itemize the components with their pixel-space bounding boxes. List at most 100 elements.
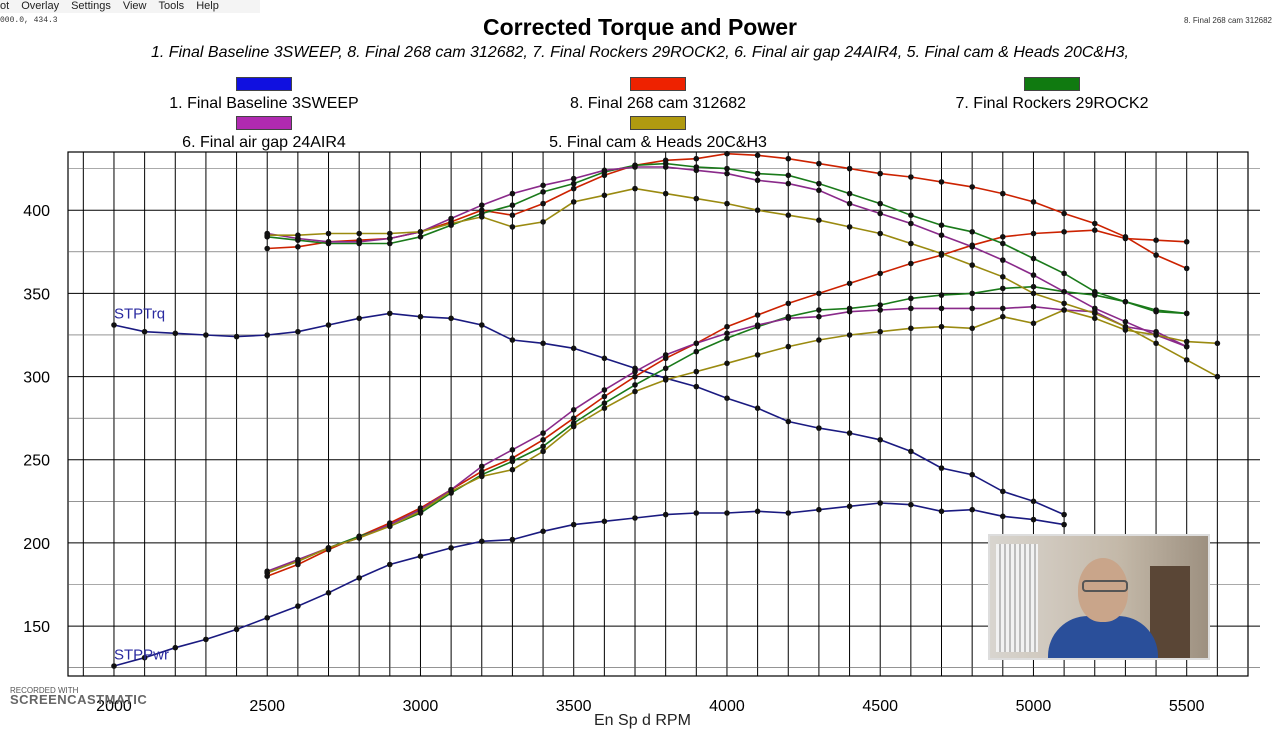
- data-point: [1153, 332, 1159, 338]
- data-point: [1183, 265, 1190, 272]
- series-line-power: [113, 502, 1065, 667]
- series-annotation: STPTrq: [114, 305, 165, 322]
- legend-swatch: [236, 77, 292, 91]
- menu-item-help[interactable]: Help: [196, 0, 219, 12]
- data-point: [908, 174, 914, 180]
- data-point: [601, 400, 608, 407]
- data-point: [448, 488, 454, 495]
- data-point: [479, 210, 485, 217]
- menu-item-settings[interactable]: Settings: [71, 0, 111, 12]
- data-point: [417, 510, 424, 516]
- data-point: [233, 626, 240, 633]
- data-point: [938, 305, 945, 312]
- data-point: [479, 473, 485, 480]
- data-point: [295, 244, 301, 250]
- legend-item-rockers[interactable]: 7. Final Rockers 29ROCK2: [940, 77, 1164, 113]
- data-point: [938, 465, 945, 471]
- data-point: [1061, 270, 1067, 277]
- menu-item-overlay[interactable]: Overlay: [21, 0, 60, 12]
- watermark-suffix: MATIC: [104, 692, 148, 707]
- data-point: [1092, 308, 1098, 315]
- y-tick-label: 350: [23, 286, 50, 303]
- data-point: [754, 170, 761, 177]
- data-point: [1030, 290, 1037, 297]
- data-point: [479, 322, 485, 328]
- data-point: [754, 405, 761, 412]
- data-point: [1061, 307, 1067, 313]
- data-point: [479, 463, 485, 470]
- data-point: [969, 506, 975, 513]
- data-point: [1000, 240, 1006, 247]
- data-point: [1122, 234, 1129, 240]
- data-point: [1183, 310, 1190, 317]
- data-point: [754, 352, 761, 358]
- series-line-torque: [267, 162, 1187, 315]
- data-point: [785, 155, 792, 162]
- data-point: [540, 189, 546, 195]
- data-point: [938, 323, 945, 330]
- data-point: [662, 352, 669, 358]
- menu-item-plot[interactable]: ot: [0, 0, 10, 12]
- menu-item-tools[interactable]: Tools: [158, 0, 185, 12]
- data-point: [908, 501, 914, 508]
- data-point: [1183, 310, 1190, 317]
- legend-label: 6. Final air gap 24AIR4: [182, 134, 346, 151]
- data-point: [877, 328, 883, 335]
- data-point: [1000, 190, 1006, 197]
- data-point: [448, 490, 454, 496]
- data-point: [570, 199, 577, 205]
- data-point: [908, 212, 914, 218]
- data-point: [1214, 373, 1221, 380]
- data-point: [724, 165, 730, 172]
- data-point: [846, 224, 853, 230]
- data-point: [387, 521, 393, 528]
- legend-swatch: [630, 77, 686, 91]
- data-point: [295, 235, 301, 242]
- series-line-power: [266, 229, 1187, 577]
- cursor-coordinate-readout: 000.0, 434.3: [0, 16, 58, 25]
- data-point: [448, 315, 454, 322]
- legend-item-268-cam[interactable]: 8. Final 268 cam 312682: [548, 77, 768, 113]
- window-blind: [996, 544, 1038, 652]
- data-point: [1092, 315, 1098, 322]
- data-point: [1183, 357, 1190, 363]
- data-point: [448, 219, 454, 225]
- data-point: [1000, 313, 1006, 320]
- legend-item-baseline[interactable]: 1. Final Baseline 3SWEEP: [154, 77, 374, 113]
- data-point: [264, 232, 271, 238]
- legend-label: 8. Final 268 cam 312682: [569, 95, 747, 112]
- data-point: [540, 528, 546, 535]
- data-point: [387, 523, 393, 530]
- legend-item-cam-heads[interactable]: 5. Final cam & Heads 20C&H3: [528, 116, 788, 152]
- data-point: [295, 603, 301, 609]
- data-point: [1030, 320, 1037, 327]
- menu-item-view[interactable]: View: [122, 0, 147, 12]
- data-point: [356, 533, 363, 540]
- data-point: [877, 307, 883, 313]
- data-point: [540, 182, 546, 189]
- data-point: [264, 230, 271, 237]
- data-point: [1122, 298, 1129, 305]
- data-point: [969, 184, 975, 190]
- data-point: [724, 170, 730, 177]
- data-point: [601, 355, 608, 362]
- data-point: [908, 305, 914, 312]
- data-point: [1183, 343, 1190, 350]
- series-line-torque: [267, 187, 1218, 378]
- data-point: [693, 383, 700, 390]
- legend-item-air-gap[interactable]: 6. Final air gap 24AIR4: [154, 116, 374, 152]
- data-point: [1092, 227, 1098, 233]
- data-point: [448, 215, 454, 222]
- data-point: [969, 290, 975, 297]
- data-point: [203, 636, 209, 643]
- series-annotation: STPPwr: [114, 646, 169, 663]
- data-point: [570, 175, 577, 182]
- data-point: [632, 185, 638, 192]
- data-point: [632, 368, 638, 375]
- data-point: [724, 395, 730, 402]
- data-point: [785, 313, 792, 320]
- data-point: [509, 337, 516, 343]
- data-point: [632, 162, 638, 169]
- data-point: [816, 180, 822, 187]
- x-tick-label: 3000: [403, 698, 439, 715]
